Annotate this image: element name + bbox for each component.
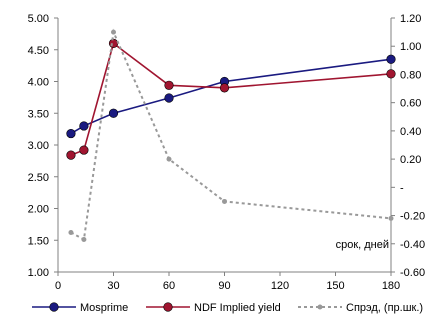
series-point-series-2 [166,156,172,162]
y-right-tick-label: - [400,182,404,194]
legend-swatch-marker [49,302,59,312]
series-point-ndf-implied-yield [219,83,230,93]
series-point-mosprime [164,93,174,103]
series-point-series-2 [68,229,74,235]
y-left-tick-label: 2.50 [28,172,49,184]
series-point-mosprime [386,54,396,64]
y-right-tick-label: 1.20 [400,13,421,25]
x-tick-label: 90 [218,280,230,292]
series-point-ndf-implied-yield [108,38,119,49]
series-point-ndf-implied-yield [164,80,174,90]
legend-label: NDF Implied yield [194,302,281,314]
legend-label: Mosprime [80,302,128,314]
y-right-tick-label: 0.60 [400,98,421,110]
series-point-mosprime [66,128,76,139]
y-right-tick-label: -0.40 [400,239,425,251]
series-point-mosprime [108,108,119,118]
y-right-tick-label: -0.20 [400,211,425,223]
series-point-series-2 [388,215,394,221]
y-right-tick-label: 0.20 [400,154,421,166]
x-tick-label: 30 [107,280,119,292]
legend-label: Спрэд, (пр.шк.) [346,302,423,314]
y-right-tick-label: 1.00 [400,41,421,53]
x-tick-label: 180 [382,280,400,292]
series-line-ndf-implied-yield [70,42,392,156]
y-right-tick-label: 0.40 [400,126,421,138]
y-left-tick-label: 1.50 [28,235,49,247]
series-point-ndf-implied-yield [386,69,396,79]
x-tick-label: 120 [271,280,289,292]
tick-group: 0 30 60 90 120 150 180 1.00 1.50 2.00 2.50 3.00 3.50… [28,13,426,292]
legend-swatch-marker [163,302,173,312]
series-line-series-2 [70,28,392,242]
legend: Mosprime NDF Implied yield Спрэд, (пр.шк.) [32,302,423,314]
series-point-series-2 [81,237,87,243]
y-right-tick-label: 0.80 [400,69,421,81]
series-point-ndf-implied-yield [66,150,76,160]
y-left-tick-label: 5.00 [28,13,49,25]
x-axis-title: срок, дней [336,239,389,251]
y-left-tick-label: 4.00 [28,77,49,89]
series-point-series-2 [222,198,227,204]
series-point-mosprime [79,121,89,131]
y-left-tick-label: 3.50 [28,108,49,120]
y-left-tick-label: 1.00 [28,267,49,279]
y-left-tick-label: 2.00 [28,204,49,216]
x-tick-label: 0 [55,280,61,292]
x-tick-label: 60 [163,280,175,292]
series-point-series-2 [111,29,116,35]
y-right-tick-label: -0.60 [400,267,425,279]
series-point-ndf-implied-yield [79,145,89,155]
y-left-tick-label: 3.00 [28,140,49,152]
series-line-mosprime [70,58,392,135]
x-tick-label: 150 [326,280,344,292]
y-left-tick-label: 4.50 [28,45,49,57]
legend-swatch-marker [317,304,323,310]
series-group [66,28,396,243]
